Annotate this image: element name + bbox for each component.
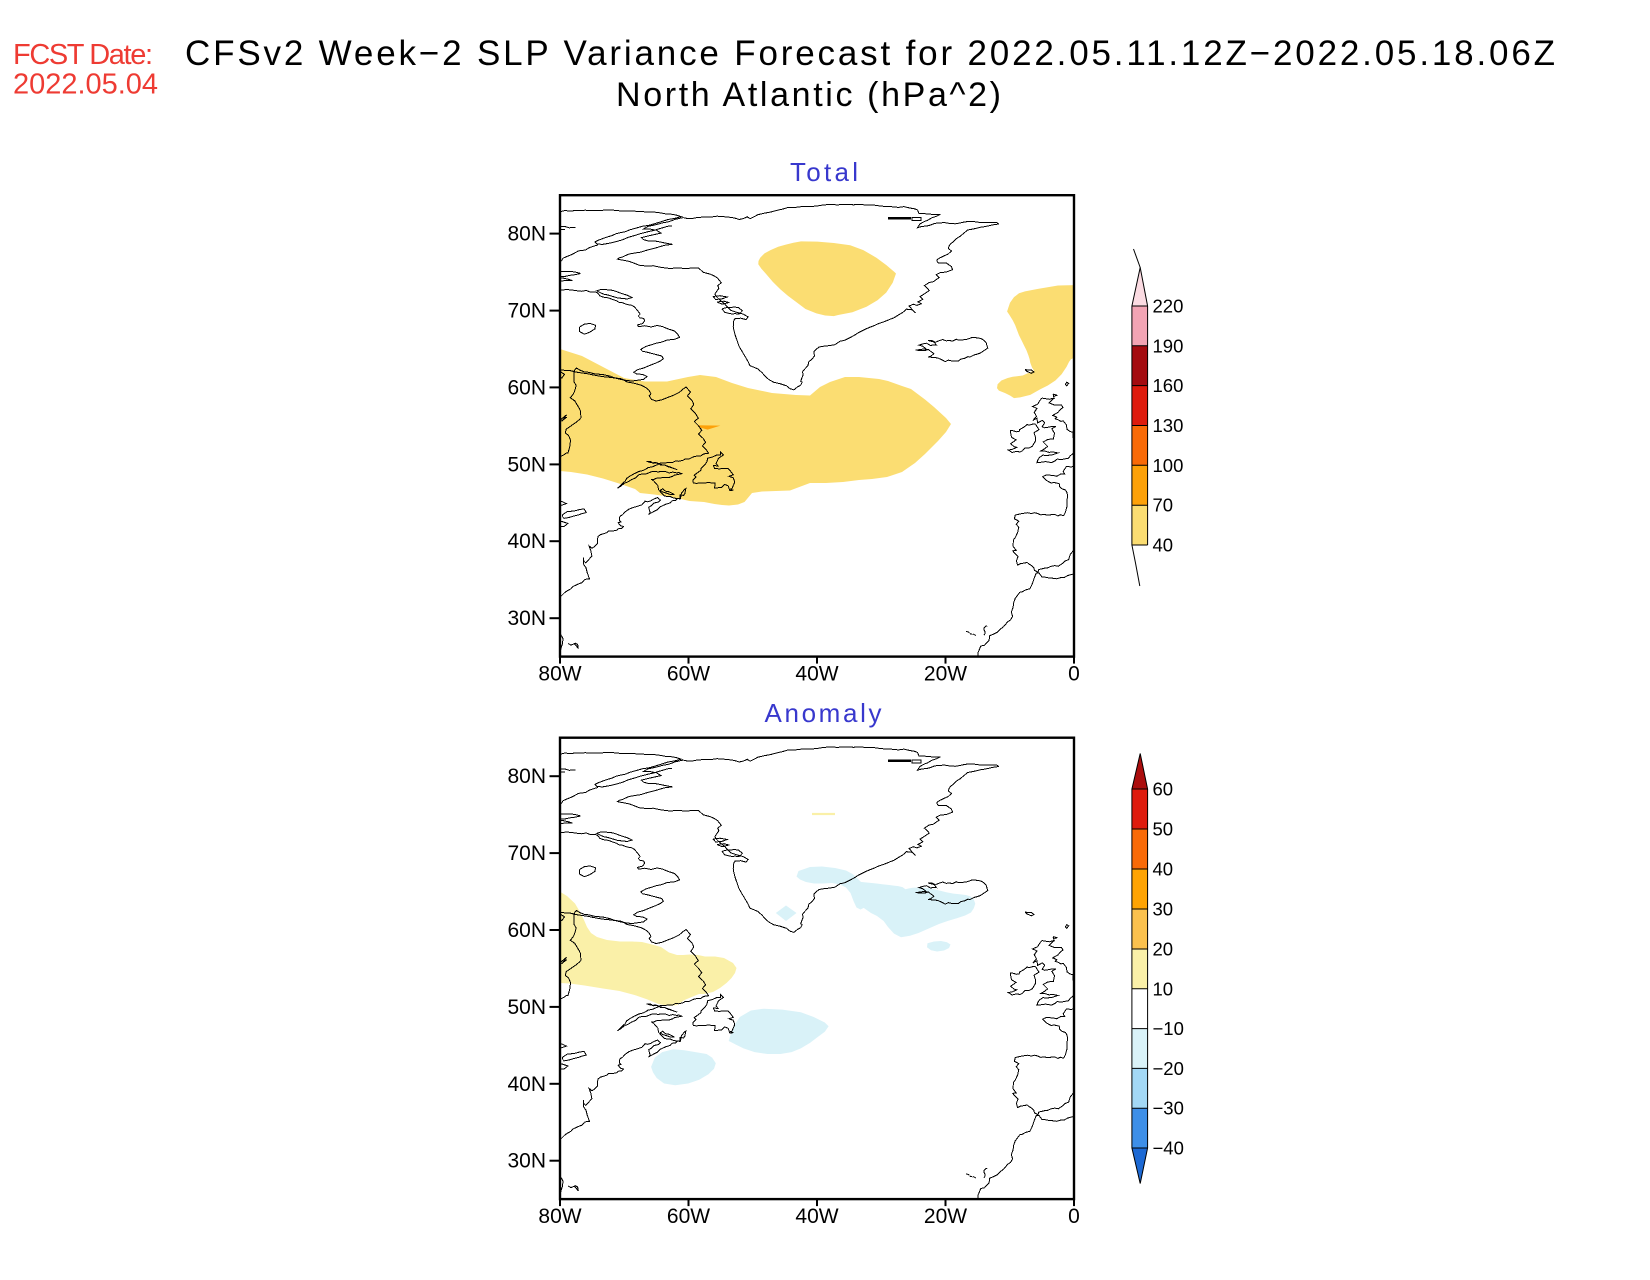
svg-text:20W: 20W [924, 1205, 967, 1228]
svg-text:70N: 70N [507, 842, 546, 865]
svg-text:−30: −30 [1153, 1098, 1184, 1119]
svg-text:40N: 40N [507, 1073, 546, 1096]
svg-text:−40: −40 [1153, 1138, 1184, 1159]
svg-text:70N: 70N [507, 300, 546, 323]
svg-text:80N: 80N [507, 765, 546, 788]
svg-text:CFSv2 Week−2 SLP Variance Fore: CFSv2 Week−2 SLP Variance Forecast for 2… [185, 34, 1555, 73]
svg-text:30N: 30N [507, 607, 546, 630]
svg-text:80W: 80W [538, 1205, 581, 1228]
svg-text:160: 160 [1153, 375, 1184, 396]
svg-text:60W: 60W [667, 663, 710, 686]
svg-text:190: 190 [1153, 335, 1184, 356]
svg-text:40W: 40W [795, 663, 838, 686]
svg-text:20W: 20W [924, 663, 967, 686]
svg-text:30N: 30N [507, 1150, 546, 1173]
svg-text:Total: Total [790, 157, 858, 187]
svg-text:60W: 60W [667, 1205, 710, 1228]
svg-text:60: 60 [1153, 779, 1174, 800]
svg-text:220: 220 [1153, 296, 1184, 317]
svg-text:10: 10 [1153, 978, 1174, 999]
svg-text:40: 40 [1153, 535, 1174, 556]
svg-text:60N: 60N [507, 376, 546, 399]
svg-text:80N: 80N [507, 223, 546, 246]
svg-text:40: 40 [1153, 859, 1174, 880]
svg-text:0: 0 [1068, 663, 1080, 686]
svg-text:50: 50 [1153, 819, 1174, 840]
svg-text:70: 70 [1153, 495, 1174, 516]
svg-text:North Atlantic (hPa^2): North Atlantic (hPa^2) [616, 76, 1001, 114]
svg-text:80W: 80W [538, 663, 581, 686]
svg-text:50N: 50N [507, 453, 546, 476]
svg-text:130: 130 [1153, 415, 1184, 436]
svg-text:30: 30 [1153, 899, 1174, 920]
svg-text:2022.05.04: 2022.05.04 [13, 69, 158, 101]
svg-text:40N: 40N [507, 530, 546, 553]
svg-text:−10: −10 [1153, 1018, 1184, 1039]
svg-text:20: 20 [1153, 939, 1174, 960]
svg-text:0: 0 [1068, 1205, 1080, 1228]
svg-text:40W: 40W [795, 1205, 838, 1228]
svg-text:60N: 60N [507, 919, 546, 942]
svg-text:−20: −20 [1153, 1058, 1184, 1079]
svg-text:50N: 50N [507, 996, 546, 1019]
svg-text:Anomaly: Anomaly [765, 698, 882, 728]
svg-text:100: 100 [1153, 455, 1184, 476]
svg-text:FCST Date:: FCST Date: [13, 39, 153, 71]
